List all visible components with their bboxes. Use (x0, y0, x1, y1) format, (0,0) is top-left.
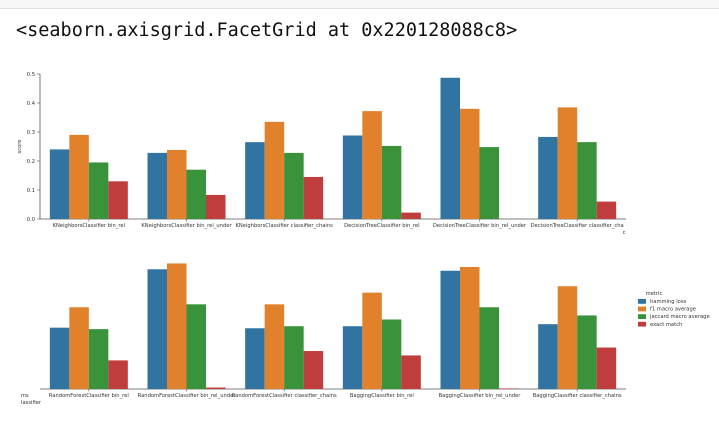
bar-f1-macro-average (167, 149, 187, 219)
bar-hamming-loss (342, 326, 363, 389)
y-axis-label: score (17, 140, 23, 154)
bar-f1-macro-average (460, 266, 480, 389)
cell-output-text: <seaborn.axisgrid.FacetGrid at 0x2201280… (16, 20, 518, 41)
legend-label: jaccard macro average (649, 314, 710, 320)
x-tick-label: KNeighborsClassifier classifier_chains (235, 223, 333, 229)
bar-jaccard-macro-average (186, 169, 206, 219)
bar-hamming-loss (245, 328, 265, 389)
clipped-tick-label: c (623, 230, 626, 236)
bar-f1-macro-average (557, 107, 578, 219)
bar-f1-macro-average (362, 292, 382, 389)
bar-jaccard-macro-average (479, 307, 499, 389)
bar-jaccard-macro-average (577, 315, 597, 389)
bar-f1-macro-average (362, 111, 382, 219)
legend-label: f1 macro average (650, 307, 696, 313)
bar-jaccard-macro-average (284, 152, 304, 219)
bar-exact-match (596, 201, 617, 219)
bar-jaccard-macro-average (284, 326, 304, 389)
cell-top-border (0, 0, 719, 9)
bar-hamming-loss (440, 270, 460, 389)
bar-exact-match (401, 355, 421, 389)
x-tick-label: BaggingClassifier bin_rel (350, 393, 414, 399)
legend-title: metric (646, 291, 663, 297)
bar-exact-match (108, 181, 128, 219)
x-tick-label: DecisionTreeClassifier bin_rel (344, 223, 420, 229)
bar-jaccard-macro-average (479, 147, 499, 219)
bar-exact-match (108, 360, 128, 389)
bar-jaccard-macro-average (577, 142, 597, 219)
bar-exact-match (596, 347, 617, 389)
y-tick-label: 0.3 (27, 130, 35, 136)
bar-jaccard-macro-average (186, 304, 206, 389)
bar-hamming-loss (538, 136, 558, 219)
bar-hamming-loss (538, 324, 558, 389)
bar-exact-match (401, 212, 421, 219)
y-tick-label: 0.4 (27, 101, 36, 107)
y-tick-label: 0.0 (27, 217, 35, 223)
bar-jaccard-macro-average (88, 162, 109, 219)
x-tick-label: KNeighborsClassifier bin_rel (53, 223, 125, 229)
bar-jaccard-macro-average (381, 145, 402, 219)
bar-jaccard-macro-average (88, 329, 109, 389)
legend-swatch (638, 306, 646, 312)
x-tick-label: BaggingClassifier classifier_chains (533, 393, 622, 399)
bar-exact-match (206, 194, 226, 219)
bar-hamming-loss (245, 142, 265, 219)
clipped-tick-label: ms (21, 393, 29, 399)
x-tick-label: RandomForestClassifier bin_rel_under (138, 393, 237, 399)
clipped-tick-label: lassifier (21, 400, 42, 406)
bar-f1-macro-average (167, 263, 187, 389)
x-tick-label: RandomForestClassifier bin_rel (49, 393, 129, 399)
x-tick-label: KNeighborsClassifier bin_rel_under (141, 223, 232, 229)
bar-exact-match (499, 388, 519, 389)
bar-hamming-loss (49, 149, 70, 219)
bar-hamming-loss (147, 269, 167, 389)
bar-hamming-loss (147, 152, 167, 219)
legend-label: hamming loss (650, 299, 687, 305)
bar-f1-macro-average (69, 307, 89, 389)
x-tick-label: DecisionTreeClassifier bin_rel_under (433, 223, 527, 229)
bar-hamming-loss (440, 77, 460, 220)
x-tick-label: DecisionTreeClassifier classifier_cha (531, 223, 624, 229)
bar-f1-macro-average (69, 134, 89, 219)
y-tick-label: 0.1 (27, 188, 35, 194)
x-tick-label: BaggingClassifier bin_rel_under (439, 393, 522, 399)
bar-exact-match (303, 176, 324, 219)
legend-label: exact match (650, 322, 682, 328)
bar-f1-macro-average (460, 108, 480, 219)
bar-f1-macro-average (264, 304, 285, 389)
bar-exact-match (206, 387, 226, 389)
legend-swatch (638, 314, 646, 319)
legend-swatch (638, 321, 646, 327)
bar-exact-match (303, 351, 324, 389)
bar-f1-macro-average (557, 286, 578, 389)
legend-swatch (638, 299, 646, 304)
bar-hamming-loss (342, 135, 363, 219)
bar-f1-macro-average (264, 121, 285, 219)
y-tick-label: 0.2 (27, 159, 35, 165)
bar-jaccard-macro-average (381, 319, 402, 389)
y-tick-label: 0.5 (27, 72, 35, 78)
bar-hamming-loss (49, 327, 70, 389)
x-tick-label: RandomForestClassifier classifier_chains (232, 393, 337, 399)
